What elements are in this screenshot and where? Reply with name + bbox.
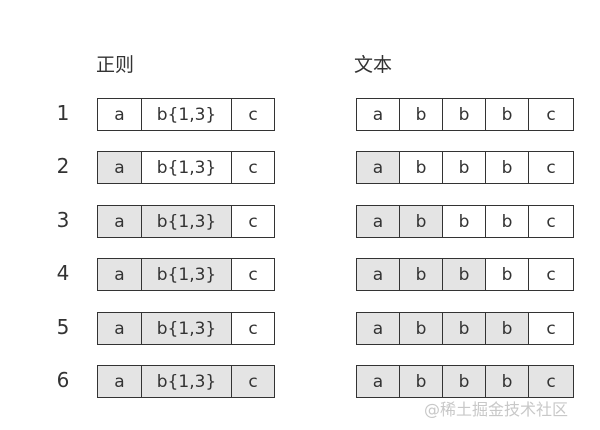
matched-cell: a [357,366,400,397]
matched-cell: b{1,3} [142,206,232,237]
cell: c [529,152,573,183]
matched-cell: a [357,206,400,237]
matched-cell: b [486,366,529,397]
cell: c [232,99,274,130]
matched-cell: c [232,366,274,397]
cell: c [232,152,274,183]
cell: c [529,206,573,237]
matched-cell: a [357,152,400,183]
cell: b [400,99,443,130]
step-number: 2 [56,154,70,178]
regex-row: a b{1,3} c [97,258,275,291]
cell: a [357,99,400,130]
regex-header: 正则 [96,54,135,76]
matched-cell: b [443,366,486,397]
matched-cell: b [443,313,486,344]
text-header: 文本 [354,54,393,76]
cell: c [232,206,274,237]
step-number: 1 [56,101,70,125]
regex-row: a b{1,3} c [97,312,275,345]
cell: b [443,152,486,183]
matched-cell: a [357,259,400,290]
cell: c [232,313,274,344]
matched-cell: a [98,366,142,397]
matched-cell: b [400,366,443,397]
matched-cell: b [400,206,443,237]
matched-cell: a [98,259,142,290]
step-number: 6 [56,368,70,392]
regex-row: a b{1,3} c [97,151,275,184]
step-number: 3 [56,208,70,232]
cell: a [98,99,142,130]
matched-cell: b{1,3} [142,259,232,290]
cell: c [529,99,573,130]
cell: b{1,3} [142,152,232,183]
matched-cell: b [400,313,443,344]
cell: b [486,259,529,290]
matched-cell: b [443,259,486,290]
matched-cell: a [98,206,142,237]
watermark: @稀土掘金技术社区 [424,400,569,419]
matched-cell: b{1,3} [142,313,232,344]
regex-row: a b{1,3} c [97,205,275,238]
cell: b [443,206,486,237]
cell: b{1,3} [142,99,232,130]
cell: b [400,152,443,183]
cell: b [443,99,486,130]
cell: b [486,206,529,237]
matched-cell: b{1,3} [142,366,232,397]
matched-cell: b [400,259,443,290]
cell: b [486,99,529,130]
regex-row: a b{1,3} c [97,98,275,131]
step-number: 4 [56,261,70,285]
matched-cell: a [98,152,142,183]
matched-cell: b [486,313,529,344]
regex-row: a b{1,3} c [97,365,275,398]
step-number: 5 [56,315,70,339]
cell: c [529,259,573,290]
matched-cell: a [357,313,400,344]
cell: c [232,259,274,290]
matched-cell: a [98,313,142,344]
cell: b [486,152,529,183]
matched-cell: c [529,366,573,397]
cell: c [529,313,573,344]
